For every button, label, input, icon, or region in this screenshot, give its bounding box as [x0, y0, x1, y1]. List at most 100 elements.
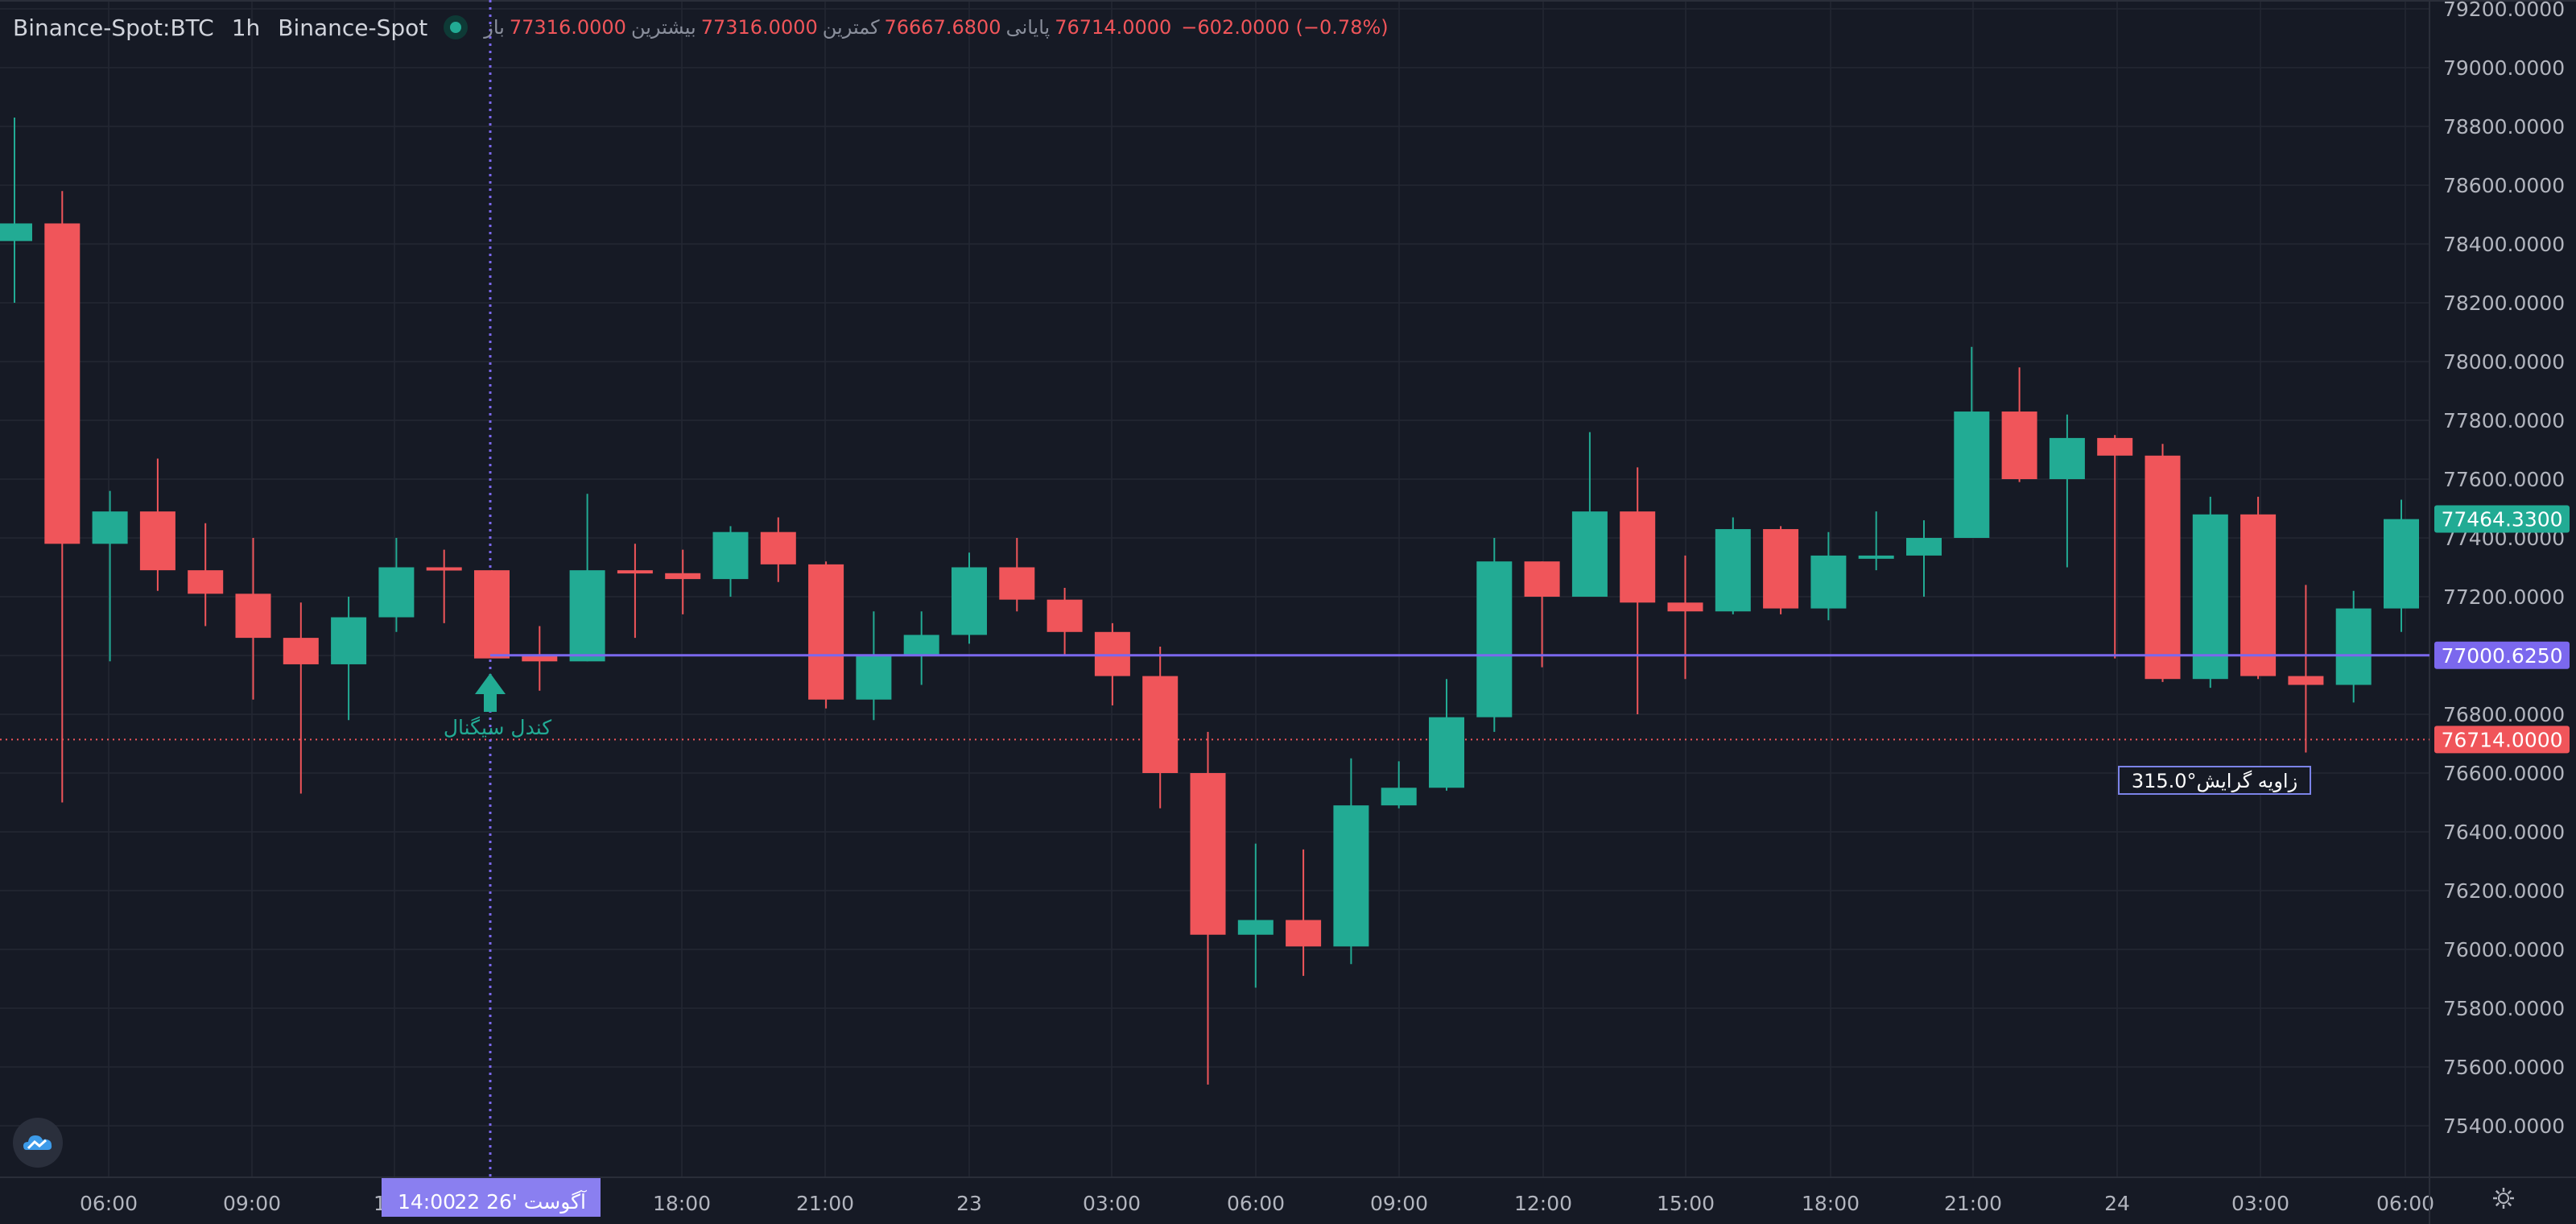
y-axis-tick-label: 78400.0000	[2443, 233, 2565, 256]
y-axis-tick-label: 76600.0000	[2443, 762, 2565, 785]
candle-body[interactable]	[665, 573, 701, 580]
candle-body[interactable]	[0, 223, 32, 242]
y-axis-tick-label: 78800.0000	[2443, 115, 2565, 139]
candle-body[interactable]	[617, 570, 653, 574]
candle-body[interactable]	[283, 638, 319, 664]
y-axis-tick-label: 76400.0000	[2443, 821, 2565, 844]
x-axis-tick-label: 03:00	[2231, 1192, 2289, 1215]
candle-body[interactable]	[2049, 437, 2085, 479]
candle-body[interactable]	[1333, 805, 1369, 947]
current-price-tag: 76714.0000	[2441, 728, 2562, 751]
x-axis-tick-label: 09:00	[223, 1192, 281, 1215]
candle-body[interactable]	[2384, 519, 2419, 609]
candle-body[interactable]	[2335, 608, 2372, 685]
candle-body[interactable]	[474, 570, 510, 659]
candle-body[interactable]	[1667, 602, 1703, 612]
candle-body[interactable]	[1237, 920, 1274, 935]
candle-body[interactable]	[1094, 631, 1130, 676]
candle-body[interactable]	[1810, 555, 1847, 609]
crosshair-time-bg	[382, 1178, 601, 1217]
candle-body[interactable]	[760, 531, 796, 564]
candle-body[interactable]	[2097, 437, 2133, 456]
x-axis-tick-label: 15:00	[1657, 1192, 1715, 1215]
cloud-logo-icon[interactable]	[13, 1118, 63, 1168]
candle-body[interactable]	[1429, 717, 1464, 788]
candle-body[interactable]	[44, 223, 80, 544]
candle-body[interactable]	[188, 570, 224, 594]
low-value: 76667.6800	[884, 16, 1001, 39]
y-axis-tick-label: 76800.0000	[2443, 703, 2565, 726]
candle-body[interactable]	[569, 570, 605, 662]
x-axis-tick-label: 18:00	[653, 1192, 711, 1215]
line-price-tag-bg	[2434, 641, 2570, 669]
signal-arrow-icon	[475, 673, 506, 712]
x-axis-tick-label: 21:00	[796, 1192, 854, 1215]
candle-body[interactable]	[1286, 920, 1322, 947]
candle-body[interactable]	[1763, 529, 1799, 609]
angle-label-text: 315.0°زاویه گرایش	[2132, 770, 2297, 792]
candle-body[interactable]	[92, 511, 128, 544]
candle-body[interactable]	[331, 617, 367, 664]
crosshair-time-label: 14:00	[398, 1190, 456, 1214]
candle-body[interactable]	[522, 655, 558, 662]
candle-body[interactable]	[2145, 455, 2181, 680]
candle-body[interactable]	[378, 567, 415, 618]
x-axis-tick-label: 23	[956, 1192, 982, 1215]
candle-body[interactable]	[1524, 561, 1560, 597]
interval-label[interactable]: 1h	[231, 14, 261, 41]
candle-body[interactable]	[139, 511, 175, 571]
x-axis-tick-label: 24	[2104, 1192, 2130, 1215]
candle-body[interactable]	[1620, 511, 1656, 603]
candle-body[interactable]	[999, 567, 1035, 600]
candle-body[interactable]	[712, 531, 749, 580]
candle-body[interactable]	[1142, 676, 1179, 773]
symbol-legend: Binance-Spot:BTC 1h Binance-Spot باز 773…	[13, 11, 1389, 43]
candle-body[interactable]	[2001, 411, 2037, 479]
candle-body[interactable]	[1858, 555, 1894, 559]
y-axis-tick-label: 79000.0000	[2443, 56, 2565, 80]
y-axis-tick-label: 77800.0000	[2443, 409, 2565, 432]
candle-body[interactable]	[1954, 411, 1990, 538]
last-price-tag: 77464.3300	[2441, 508, 2562, 531]
close-value: 76714.0000	[1055, 16, 1172, 39]
candle-body[interactable]	[1571, 511, 1608, 597]
candle-body[interactable]	[856, 655, 892, 700]
candle-body[interactable]	[1046, 599, 1083, 632]
open-label: باز	[484, 16, 505, 39]
candle-body[interactable]	[1476, 561, 1513, 717]
open-value: 77316.0000	[509, 16, 626, 39]
crosshair-date-label: 22 آگوست '26	[454, 1189, 587, 1214]
y-axis-tick-label: 75600.0000	[2443, 1056, 2565, 1079]
symbol-name[interactable]: Binance-Spot:BTC	[13, 14, 214, 41]
candle-body[interactable]	[2288, 676, 2324, 685]
change-value: −602.0000 (−0.78%)	[1181, 16, 1389, 39]
candle-body[interactable]	[426, 567, 462, 571]
x-axis-tick-label: 03:00	[1083, 1192, 1141, 1215]
candle-body[interactable]	[1906, 538, 1942, 556]
candle-body[interactable]	[903, 635, 939, 655]
x-axis-tick-label: 06:00	[1227, 1192, 1285, 1215]
y-axis-tick-label: 76200.0000	[2443, 879, 2565, 903]
candle-body[interactable]	[1381, 788, 1417, 806]
candle-body[interactable]	[1715, 529, 1751, 612]
y-axis-tick-label: 78600.0000	[2443, 174, 2565, 197]
market-status-icon[interactable]	[444, 15, 469, 39]
candle-body[interactable]	[235, 593, 271, 639]
candle-body[interactable]	[2240, 514, 2277, 676]
signal-candle-label: کندل سیگنال	[444, 716, 551, 739]
y-axis-tick-label: 75800.0000	[2443, 997, 2565, 1020]
candle-body[interactable]	[1190, 773, 1226, 935]
candle-body[interactable]	[952, 567, 987, 635]
candle-body[interactable]	[2192, 514, 2228, 680]
candle-body[interactable]	[808, 564, 844, 700]
close-label: پایانی	[1005, 16, 1051, 39]
gear-icon[interactable]	[2491, 1185, 2516, 1211]
x-axis-tick-label: 09:00	[1370, 1192, 1428, 1215]
y-axis-tick-label: 75400.0000	[2443, 1114, 2565, 1138]
x-axis-tick-label: 21:00	[1944, 1192, 2002, 1215]
x-axis-tick-label: 06:00	[2376, 1192, 2434, 1215]
x-axis-tick-label: 06:00	[80, 1192, 138, 1215]
y-axis-tick-label: 79200.0000	[2443, 0, 2565, 21]
current-price-tag-bg	[2434, 726, 2570, 754]
